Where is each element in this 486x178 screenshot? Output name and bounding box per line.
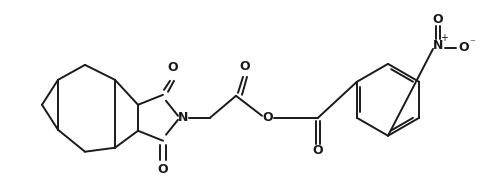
Text: N: N [433, 39, 443, 52]
Text: O: O [459, 41, 469, 54]
Text: ⁻: ⁻ [469, 38, 475, 48]
Text: O: O [240, 60, 250, 73]
Text: +: + [440, 33, 448, 43]
Text: O: O [168, 61, 178, 74]
Text: O: O [263, 111, 273, 124]
Text: O: O [157, 163, 168, 176]
Text: O: O [312, 144, 323, 157]
Text: O: O [432, 14, 443, 27]
Text: N: N [178, 111, 188, 124]
